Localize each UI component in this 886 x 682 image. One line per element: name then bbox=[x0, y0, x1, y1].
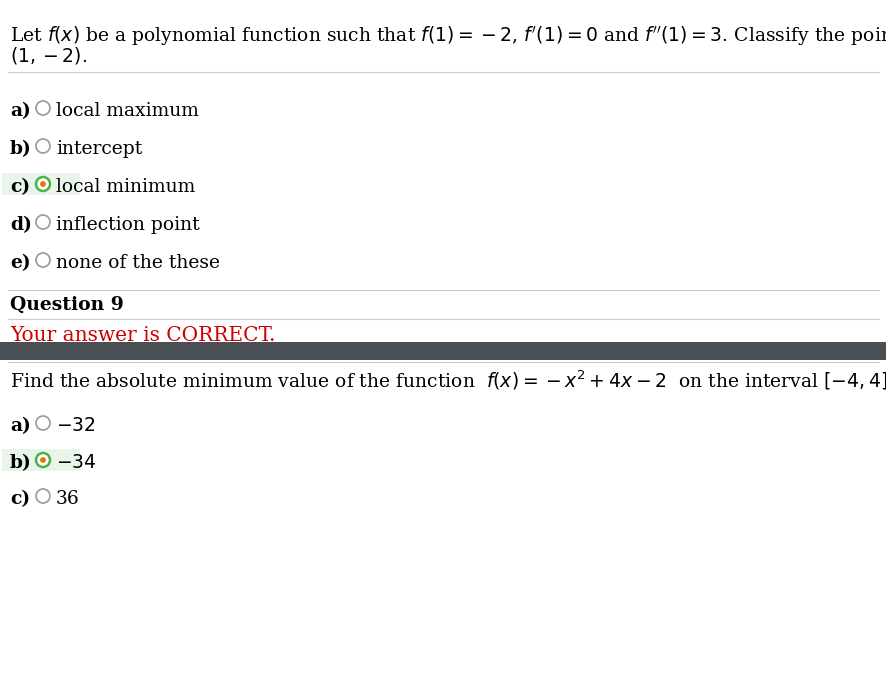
Circle shape bbox=[36, 489, 50, 503]
Circle shape bbox=[36, 177, 50, 191]
Text: b): b) bbox=[10, 454, 32, 472]
Text: Question 9: Question 9 bbox=[10, 296, 124, 314]
Text: c): c) bbox=[10, 178, 30, 196]
Text: Let $f(x)$ be a polynomial function such that $f(1) = -2$, $f'(1) = 0$ and $f''(: Let $f(x)$ be a polynomial function such… bbox=[10, 24, 886, 48]
Text: none of the these: none of the these bbox=[56, 254, 220, 272]
FancyBboxPatch shape bbox=[2, 173, 80, 195]
Circle shape bbox=[36, 215, 50, 229]
FancyBboxPatch shape bbox=[2, 449, 80, 471]
Text: 36: 36 bbox=[56, 490, 80, 508]
Text: $-34$: $-34$ bbox=[56, 454, 97, 472]
Circle shape bbox=[36, 253, 50, 267]
Text: Your answer is CORRECT.: Your answer is CORRECT. bbox=[10, 326, 275, 345]
Text: inflection point: inflection point bbox=[56, 216, 199, 234]
Text: d): d) bbox=[10, 216, 32, 234]
Text: c): c) bbox=[10, 490, 30, 508]
Circle shape bbox=[36, 139, 50, 153]
Circle shape bbox=[36, 416, 50, 430]
Circle shape bbox=[40, 181, 46, 187]
Text: intercept: intercept bbox=[56, 140, 142, 158]
Text: e): e) bbox=[10, 254, 31, 272]
Circle shape bbox=[36, 453, 50, 467]
Text: $-32$: $-32$ bbox=[56, 417, 96, 435]
Text: local minimum: local minimum bbox=[56, 178, 195, 196]
Text: a): a) bbox=[10, 102, 31, 120]
Text: $(1, -2)$.: $(1, -2)$. bbox=[10, 45, 87, 66]
Circle shape bbox=[40, 457, 46, 463]
Text: b): b) bbox=[10, 140, 32, 158]
Circle shape bbox=[36, 101, 50, 115]
Text: a): a) bbox=[10, 417, 31, 435]
Text: Find the absolute minimum value of the function  $f(x) = -x^2 + 4x - 2$  on the : Find the absolute minimum value of the f… bbox=[10, 369, 886, 393]
Text: local maximum: local maximum bbox=[56, 102, 198, 120]
FancyBboxPatch shape bbox=[0, 342, 886, 360]
